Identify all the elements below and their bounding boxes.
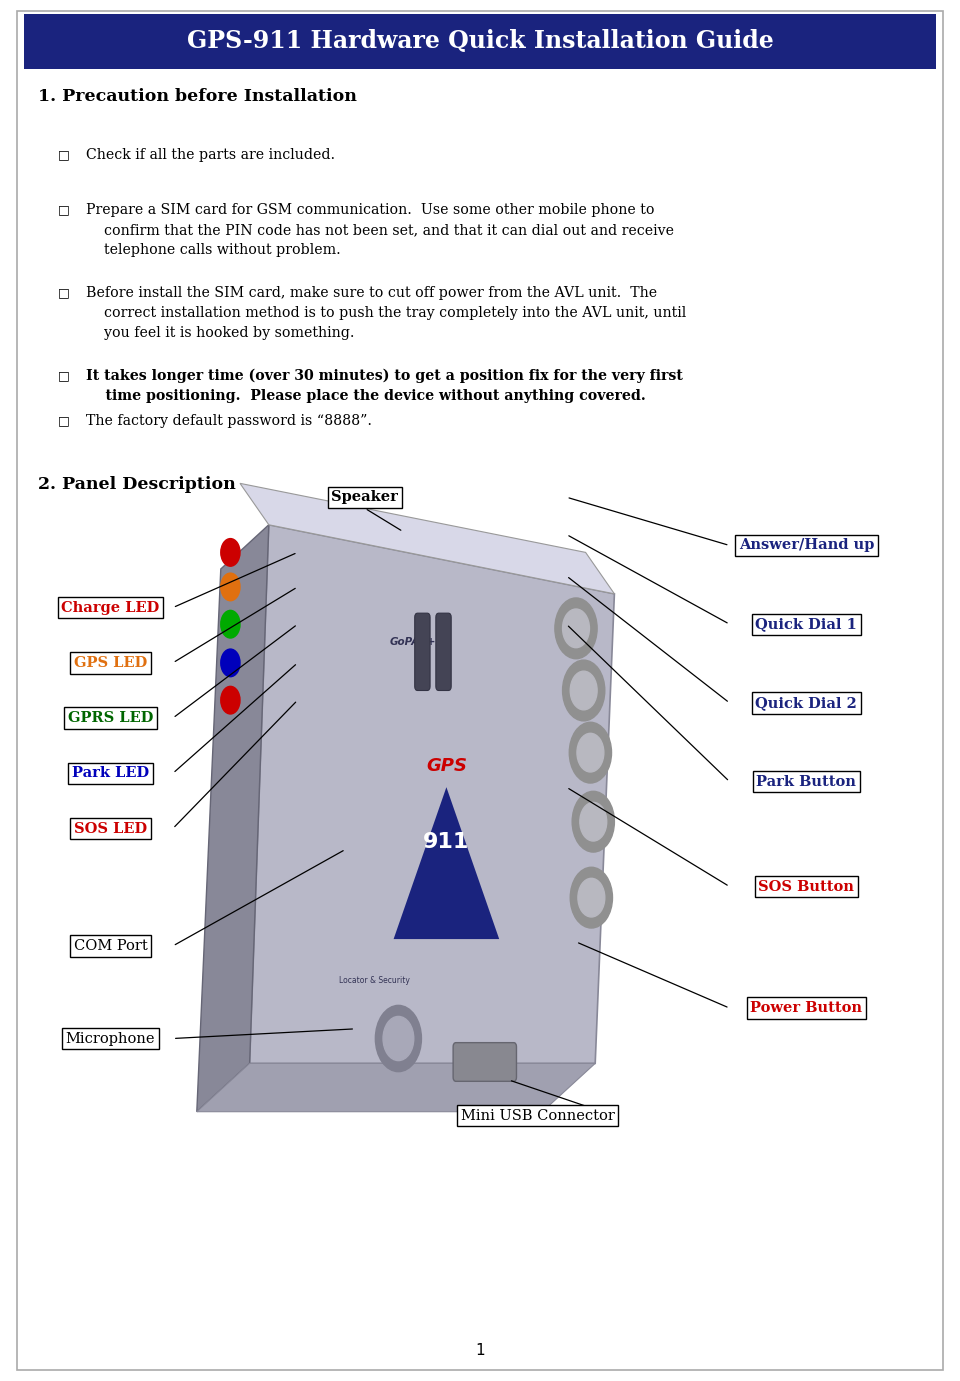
Text: Mini USB Connector: Mini USB Connector	[461, 1109, 614, 1123]
Polygon shape	[197, 525, 269, 1112]
Text: □: □	[58, 414, 69, 427]
FancyBboxPatch shape	[415, 613, 430, 690]
Text: 1. Precaution before Installation: 1. Precaution before Installation	[38, 88, 357, 105]
Text: COM Port: COM Port	[74, 939, 147, 953]
Text: It takes longer time (over 30 minutes) to get a position fix for the very first
: It takes longer time (over 30 minutes) t…	[86, 369, 684, 403]
Text: Answer/Hand up: Answer/Hand up	[738, 539, 875, 552]
Circle shape	[221, 686, 240, 714]
Text: Prepare a SIM card for GSM communication.  Use some other mobile phone to
    co: Prepare a SIM card for GSM communication…	[86, 203, 674, 257]
Circle shape	[555, 598, 597, 659]
Text: GPS: GPS	[426, 757, 467, 776]
Text: SOS LED: SOS LED	[74, 822, 147, 836]
FancyBboxPatch shape	[24, 14, 936, 69]
Circle shape	[221, 539, 240, 566]
Text: Park Button: Park Button	[756, 775, 856, 789]
Text: □: □	[58, 148, 69, 160]
Circle shape	[572, 791, 614, 852]
Circle shape	[221, 610, 240, 638]
Circle shape	[578, 878, 605, 917]
Text: Power Button: Power Button	[751, 1001, 862, 1015]
Polygon shape	[250, 525, 614, 1063]
Text: Park LED: Park LED	[72, 766, 149, 780]
Text: Check if all the parts are included.: Check if all the parts are included.	[86, 148, 336, 162]
Text: The factory default password is “8888”.: The factory default password is “8888”.	[86, 414, 372, 428]
Text: GPS LED: GPS LED	[74, 656, 147, 670]
Circle shape	[221, 649, 240, 677]
Circle shape	[580, 802, 607, 841]
Text: SOS Button: SOS Button	[758, 880, 854, 894]
Circle shape	[563, 660, 605, 721]
Text: Before install the SIM card, make sure to cut off power from the AVL unit.  The
: Before install the SIM card, make sure t…	[86, 286, 686, 340]
Polygon shape	[197, 1063, 595, 1112]
Circle shape	[563, 609, 589, 648]
FancyBboxPatch shape	[436, 613, 451, 690]
Text: □: □	[58, 203, 69, 215]
Polygon shape	[394, 787, 499, 939]
Circle shape	[383, 1016, 414, 1061]
Text: Charge LED: Charge LED	[61, 601, 159, 615]
Text: GPS-911 Hardware Quick Installation Guide: GPS-911 Hardware Quick Installation Guid…	[186, 29, 774, 54]
Text: 1: 1	[475, 1344, 485, 1358]
Polygon shape	[240, 483, 614, 594]
Text: □: □	[58, 369, 69, 381]
Text: 2. Panel Description: 2. Panel Description	[38, 476, 236, 493]
Circle shape	[570, 671, 597, 710]
FancyBboxPatch shape	[453, 1043, 516, 1081]
Text: Locator & Security: Locator & Security	[339, 976, 410, 985]
Text: Quick Dial 2: Quick Dial 2	[756, 696, 857, 710]
Text: Quick Dial 1: Quick Dial 1	[756, 617, 857, 631]
Text: Microphone: Microphone	[65, 1032, 156, 1045]
Text: Speaker: Speaker	[331, 490, 398, 504]
Circle shape	[570, 867, 612, 928]
FancyBboxPatch shape	[17, 11, 943, 1370]
Text: GoPAS+: GoPAS+	[390, 637, 436, 648]
Text: □: □	[58, 286, 69, 298]
Text: GPRS LED: GPRS LED	[68, 711, 153, 725]
Text: 911: 911	[423, 833, 469, 852]
Circle shape	[375, 1005, 421, 1072]
Circle shape	[577, 733, 604, 772]
Circle shape	[569, 722, 612, 783]
Circle shape	[221, 573, 240, 601]
